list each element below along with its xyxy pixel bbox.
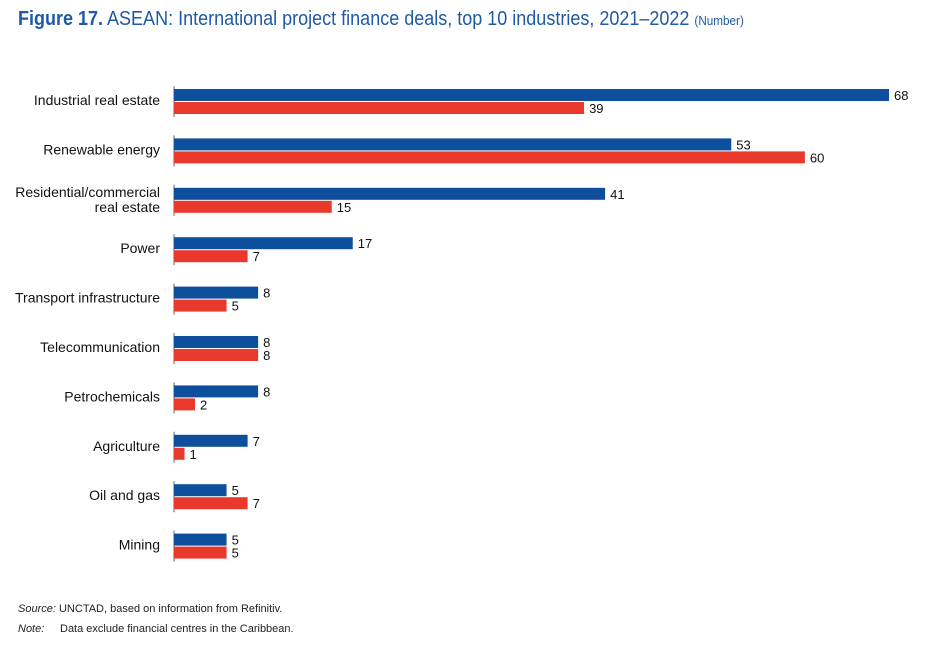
bar-series2	[174, 447, 185, 460]
data-label: 39	[589, 101, 603, 116]
data-label: 53	[736, 137, 750, 152]
bar-series1	[174, 336, 259, 348]
category-label: Oil and gas	[89, 487, 160, 503]
bar-series1	[174, 533, 227, 546]
category-label: Mining	[119, 537, 160, 553]
bar-series2	[174, 250, 248, 263]
data-label: 8	[263, 286, 270, 301]
data-label: 68	[894, 88, 908, 103]
note-text: Data exclude financial centres in the Ca…	[60, 623, 294, 635]
bar-series1	[174, 138, 732, 151]
source-label: Source:	[18, 603, 56, 615]
bar-series2	[174, 398, 196, 411]
bar-series2	[174, 102, 585, 114]
category-label: Renewable energy	[43, 141, 160, 157]
chart-title: Figure 17. ASEAN: International project …	[18, 8, 744, 31]
category-label: Agriculture	[93, 438, 160, 454]
data-label: 15	[337, 200, 351, 215]
bar-series2	[174, 200, 332, 213]
figure-number: Figure 17.	[18, 8, 104, 30]
category-label: Transport infrastructure	[15, 290, 160, 306]
bar-chart: 68 39 Industrial real estate 53 60 Renewable …	[15, 86, 908, 562]
data-label: 60	[810, 150, 824, 165]
data-label: 7	[253, 249, 260, 264]
bar-series1	[174, 286, 259, 299]
category-label: Industrial real estate	[34, 92, 160, 108]
category-label: Residential/commercial real estate	[15, 184, 160, 215]
category-label: Petrochemicals	[64, 388, 160, 404]
data-label: 5	[232, 533, 239, 548]
bar-series2	[174, 349, 259, 361]
source-text: UNCTAD, based on information from Refini…	[58, 603, 283, 615]
bar-series1	[174, 434, 248, 447]
data-label: 17	[358, 236, 372, 251]
data-label: 7	[253, 434, 260, 449]
bar-series2	[174, 497, 248, 510]
data-label: 5	[232, 299, 239, 314]
data-label: 7	[253, 496, 260, 511]
note-label: Note:	[18, 623, 45, 635]
bar-series1	[174, 484, 227, 497]
data-label: 5	[232, 546, 239, 561]
figure-unit: (Number)	[694, 13, 744, 28]
bar-series1	[174, 385, 259, 398]
bar-series1	[174, 237, 353, 250]
bar-series2	[174, 299, 227, 312]
figure-title: ASEAN: International project finance dea…	[107, 8, 690, 30]
data-label: 41	[610, 187, 624, 202]
bar-series2	[174, 546, 227, 559]
data-label: 1	[190, 447, 197, 462]
bar-series1	[174, 187, 606, 200]
data-label: 2	[200, 397, 207, 412]
note-line: Note: Data exclude financial centres in t…	[18, 623, 294, 635]
bar-series2	[174, 151, 805, 164]
data-label: 8	[263, 348, 270, 363]
data-label: 5	[232, 483, 239, 498]
data-label: 8	[263, 335, 270, 350]
source-line: Source: UNCTAD, based on information fro…	[18, 603, 282, 615]
bar-series1	[174, 89, 889, 101]
category-label: Power	[120, 240, 160, 256]
category-label: Telecommunication	[40, 339, 160, 355]
data-label: 8	[263, 384, 270, 399]
